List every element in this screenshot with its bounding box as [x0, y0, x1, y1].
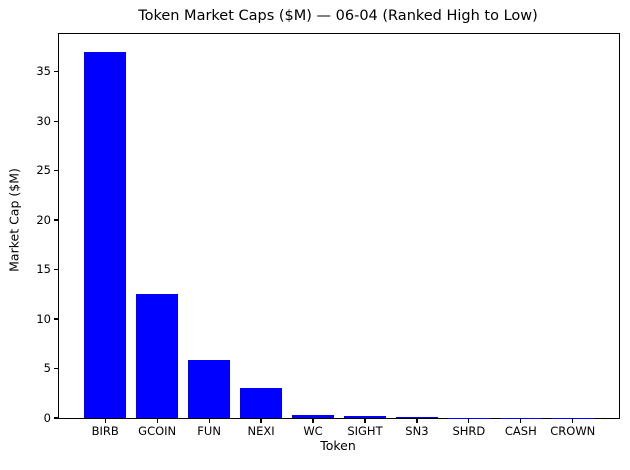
bar-sight: [344, 416, 386, 418]
x-tick-mark: [104, 418, 106, 423]
x-axis-label: Token: [320, 438, 356, 453]
y-tick-label-5: 5: [43, 360, 51, 375]
y-tick-label-20: 20: [36, 212, 51, 227]
x-tick-label-fun: FUN: [197, 424, 221, 438]
x-tick-mark: [364, 418, 366, 423]
x-tick-mark: [416, 418, 418, 423]
y-tick-mark: [54, 318, 59, 320]
x-tick-mark: [572, 418, 574, 423]
x-tick-mark: [208, 418, 210, 423]
x-tick-label-sn3: SN3: [405, 424, 429, 438]
x-tick-label-gcoin: GCOIN: [138, 424, 177, 438]
y-tick-mark: [54, 71, 59, 73]
bar-gcoin: [136, 294, 178, 418]
y-tick-label-10: 10: [36, 311, 51, 326]
y-tick-label-15: 15: [36, 261, 51, 276]
bar-nexi: [240, 388, 282, 418]
y-tick-label-30: 30: [36, 113, 51, 128]
y-tick-mark: [54, 367, 59, 370]
x-tick-mark: [156, 418, 158, 423]
y-tick-mark: [54, 120, 59, 122]
y-tick-label-35: 35: [36, 63, 51, 78]
plot-area: BIRB GCOIN FUN NEXI WC SIGHT SN3 SHRD CASH CROWN 0…: [36, 33, 620, 437]
y-axis-label: Market Cap ($M): [6, 168, 22, 272]
bar-sn3: [396, 416, 438, 418]
y-tick-mark: [54, 219, 59, 221]
y-tick-mark: [54, 268, 59, 271]
x-tick-mark: [312, 418, 314, 423]
y-tick-mark: [54, 417, 59, 419]
x-tick-label-cash: CASH: [504, 424, 537, 438]
x-tick-label-birb: BIRB: [91, 424, 119, 438]
x-tick-label-nexi: NEXI: [247, 424, 275, 438]
y-tick-label-25: 25: [36, 162, 51, 177]
y-tick-mark: [54, 170, 59, 172]
x-tick-label-crown: CROWN: [550, 424, 596, 438]
x-tick-label-sight: SIGHT: [347, 424, 383, 438]
chart-title: Token Market Caps ($M) — 06-04 (Ranked H…: [138, 8, 538, 24]
x-tick-mark: [520, 418, 522, 423]
x-tick-label-shrd: SHRD: [452, 424, 486, 438]
bar-fun: [188, 359, 230, 418]
y-tick-label-0: 0: [43, 410, 51, 425]
bar-birb: [84, 51, 126, 418]
x-tick-mark: [260, 418, 262, 423]
x-tick-label-wc: WC: [303, 424, 323, 438]
bar-wc: [292, 414, 334, 418]
x-tick-mark: [468, 418, 470, 423]
